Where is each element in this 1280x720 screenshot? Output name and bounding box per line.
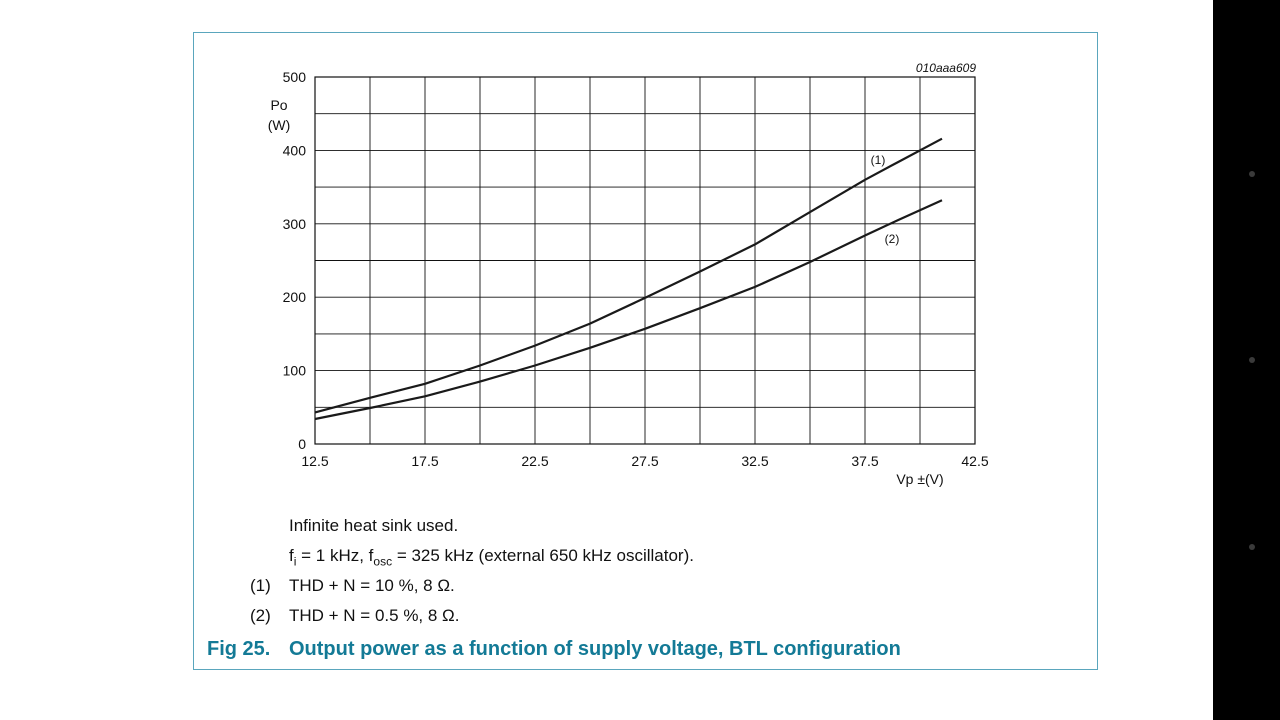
note-frequency: fi = 1 kHz, fosc = 325 kHz (external 650…	[289, 546, 694, 568]
figure-id-label: 010aaa609	[916, 61, 976, 75]
right-side-bar	[1213, 0, 1280, 720]
note-f: f	[289, 546, 294, 565]
note-item1-number: (1)	[250, 576, 271, 595]
figure-caption: Fig 25. Output power as a function of sup…	[207, 638, 901, 661]
note-sub-i: i	[293, 554, 297, 569]
note-post: = 325 kHz (external 650 kHz oscillator).	[392, 546, 694, 565]
caption-text: Output power as a function of supply vol…	[289, 638, 901, 660]
series-1-label: (1)	[871, 153, 886, 167]
note-heat-sink: Infinite heat sink used.	[289, 516, 459, 535]
side-dot-1	[1249, 171, 1255, 177]
x-tick-label: 27.5	[631, 453, 658, 469]
x-tick-label: 32.5	[741, 453, 768, 469]
y-axis-label-line1: Po	[270, 97, 287, 113]
y-tick-label: 100	[283, 363, 307, 379]
x-tick-label: 22.5	[521, 453, 548, 469]
chart-grid	[314, 76, 976, 445]
y-tick-label: 0	[298, 436, 306, 452]
series-line-1	[314, 137, 943, 414]
x-tick-label: 37.5	[851, 453, 878, 469]
y-tick-label: 200	[283, 289, 307, 305]
figure-frame	[193, 32, 1098, 670]
caption-number: Fig 25.	[207, 638, 271, 660]
note-mid: = 1 kHz, f	[296, 546, 374, 565]
series-lines	[314, 137, 943, 421]
side-dot-3	[1249, 544, 1255, 550]
series-line-2	[314, 199, 943, 421]
note-item2-text: THD + N = 0.5 %, 8 Ω.	[289, 606, 460, 625]
y-tick-label: 300	[283, 216, 307, 232]
x-tick-label: 17.5	[411, 453, 438, 469]
y-tick-label: 500	[283, 69, 307, 85]
series-2-label: (2)	[885, 232, 900, 246]
note-sub-osc: osc	[373, 554, 393, 569]
x-tick-label: 42.5	[961, 453, 988, 469]
x-tick-labels: 12.5 17.5 22.5 27.5 32.5 37.5 42.5	[301, 453, 988, 469]
note-item2-number: (2)	[250, 606, 271, 625]
side-dot-2	[1249, 357, 1255, 363]
y-tick-labels: 0 100 200 300 400 500	[283, 69, 307, 452]
y-axis-label-line2: (W)	[268, 117, 291, 133]
x-axis-label: Vp ±(V)	[896, 471, 943, 487]
plot-area-border	[314, 76, 976, 445]
note-item1-text: THD + N = 10 %, 8 Ω.	[289, 576, 455, 595]
y-tick-label: 400	[283, 142, 307, 158]
x-tick-label: 12.5	[301, 453, 328, 469]
